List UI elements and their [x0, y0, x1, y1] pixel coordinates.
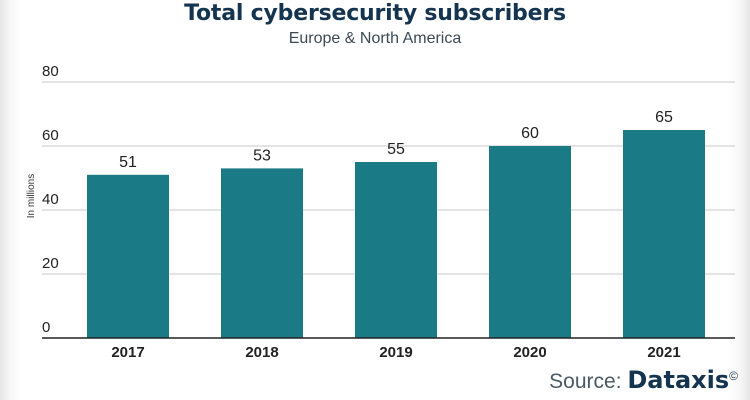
- y-tick-labels: 0 20 40 60 80: [42, 63, 59, 336]
- value-label: 51: [119, 154, 137, 171]
- y-tick-label: 60: [42, 127, 59, 144]
- y-tick-label: 0: [42, 319, 50, 336]
- x-tick-labels: 2017 2018 2019 2020 2021: [111, 344, 680, 361]
- x-tick-label: 2021: [647, 344, 680, 361]
- value-label: 60: [521, 125, 539, 142]
- value-label: 65: [655, 109, 673, 126]
- copyright-mark: ©: [729, 369, 738, 383]
- x-tick-label: 2020: [513, 344, 546, 361]
- bar: [489, 146, 571, 338]
- bar: [221, 168, 303, 338]
- y-tick-label: 20: [42, 255, 59, 272]
- value-label: 53: [253, 147, 271, 164]
- source-label: Source:: [549, 370, 622, 393]
- x-tick-label: 2017: [111, 344, 144, 361]
- bar: [87, 174, 169, 338]
- bars: [87, 130, 705, 338]
- chart-title: Total cybersecurity subscribers: [184, 1, 566, 26]
- y-tick-label: 40: [42, 191, 59, 208]
- x-tick-label: 2018: [245, 344, 278, 361]
- x-tick-label: 2019: [379, 344, 412, 361]
- y-axis-label: In millions: [26, 174, 37, 218]
- chart-subtitle: Europe & North America: [288, 30, 462, 47]
- value-label: 55: [387, 141, 405, 158]
- value-labels: 51 53 55 60 65: [119, 109, 673, 171]
- bar: [623, 130, 705, 338]
- source-brand: Dataxis: [627, 366, 730, 394]
- source-credit: Source: Dataxis©: [549, 366, 738, 394]
- y-tick-label: 80: [42, 63, 59, 80]
- bar: [355, 162, 437, 338]
